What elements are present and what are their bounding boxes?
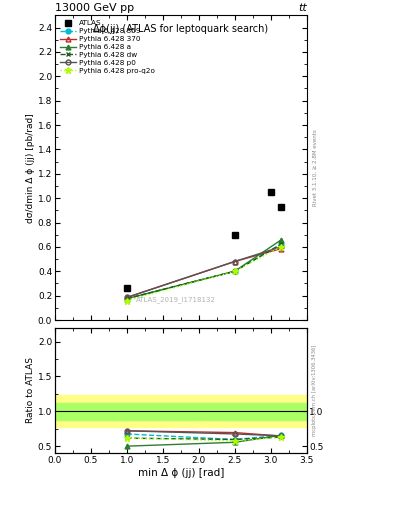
Line: Pythia 6.428 p0: Pythia 6.428 p0: [125, 244, 283, 300]
Line: Pythia 6.428 a: Pythia 6.428 a: [125, 238, 283, 301]
Text: Δϕ(jj) (ATLAS for leptoquark search): Δϕ(jj) (ATLAS for leptoquark search): [93, 25, 268, 34]
Bar: [55, 403, 307, 420]
Pythia 6.428 p0: [278, 244, 283, 250]
Line: Pythia 6.428 dw: Pythia 6.428 dw: [125, 242, 283, 301]
Pythia 6.428 pro-q2o: [278, 244, 283, 250]
Line: Pythia 6.428 370: Pythia 6.428 370: [125, 246, 283, 300]
Pythia 6.428 370: [125, 294, 129, 301]
Pythia 6.428 370: [232, 259, 237, 265]
ATLAS: [125, 285, 129, 291]
Text: mcplots.cern.ch [arXiv:1306.3436]: mcplots.cern.ch [arXiv:1306.3436]: [312, 345, 318, 436]
Y-axis label: dσ/dmin Δ ϕ (jj) [pb/rad]: dσ/dmin Δ ϕ (jj) [pb/rad]: [26, 113, 35, 223]
Pythia 6.428 a: [278, 237, 283, 243]
Pythia 6.428 dw: [278, 241, 283, 247]
Pythia 6.428 dw: [232, 268, 237, 274]
Pythia 6.428 359: [278, 241, 283, 247]
Text: 13000 GeV pp: 13000 GeV pp: [55, 3, 134, 13]
Pythia 6.428 a: [232, 268, 237, 274]
ATLAS: [278, 204, 283, 210]
Pythia 6.428 359: [232, 268, 237, 274]
Pythia 6.428 359: [125, 295, 129, 302]
Pythia 6.428 pro-q2o: [232, 268, 237, 274]
Pythia 6.428 370: [278, 246, 283, 252]
Legend: ATLAS, Pythia 6.428 359, Pythia 6.428 370, Pythia 6.428 a, Pythia 6.428 dw, Pyth: ATLAS, Pythia 6.428 359, Pythia 6.428 37…: [59, 19, 156, 75]
Pythia 6.428 pro-q2o: [125, 297, 129, 304]
ATLAS: [232, 231, 237, 238]
Pythia 6.428 dw: [125, 295, 129, 302]
Line: Pythia 6.428 pro-q2o: Pythia 6.428 pro-q2o: [124, 244, 284, 304]
Text: ATLAS_2019_I1718132: ATLAS_2019_I1718132: [136, 297, 215, 304]
Line: Pythia 6.428 359: Pythia 6.428 359: [125, 242, 283, 301]
Pythia 6.428 p0: [232, 259, 237, 265]
X-axis label: min Δ ϕ (jj) [rad]: min Δ ϕ (jj) [rad]: [138, 467, 224, 478]
Text: Rivet 3.1.10, ≥ 2.8M events: Rivet 3.1.10, ≥ 2.8M events: [312, 130, 318, 206]
Y-axis label: Ratio to ATLAS: Ratio to ATLAS: [26, 357, 35, 423]
Text: tt: tt: [298, 3, 307, 13]
Pythia 6.428 a: [125, 295, 129, 302]
Bar: [55, 395, 307, 428]
Line: ATLAS: ATLAS: [123, 188, 284, 292]
ATLAS: [268, 189, 273, 195]
Pythia 6.428 p0: [125, 294, 129, 301]
